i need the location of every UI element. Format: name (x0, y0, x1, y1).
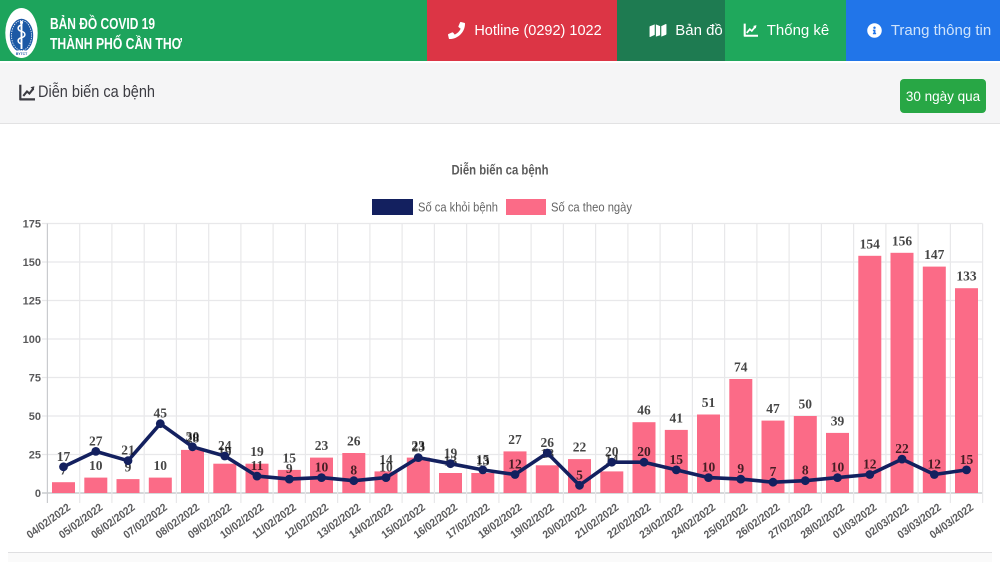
svg-text:19: 19 (444, 446, 458, 461)
svg-text:BYTCT: BYTCT (16, 52, 28, 56)
svg-text:133: 133 (956, 269, 977, 284)
svg-text:12: 12 (863, 457, 877, 472)
svg-text:10: 10 (315, 460, 329, 475)
svg-text:Diễn biến ca bệnh: Diễn biến ca bệnh (38, 82, 155, 101)
svg-text:26: 26 (347, 434, 361, 449)
svg-text:8: 8 (802, 463, 809, 478)
svg-text:10: 10 (831, 460, 845, 475)
svg-text:125: 125 (23, 296, 41, 308)
svg-text:9: 9 (737, 461, 744, 476)
svg-text:10: 10 (89, 458, 103, 473)
svg-text:75: 75 (29, 373, 41, 385)
svg-text:175: 175 (23, 219, 41, 231)
svg-text:15: 15 (283, 450, 297, 465)
svg-text:74: 74 (734, 360, 748, 375)
svg-text:27: 27 (89, 433, 103, 448)
svg-text:19: 19 (250, 444, 264, 459)
svg-text:41: 41 (670, 410, 684, 425)
svg-text:7: 7 (770, 464, 777, 479)
svg-text:5: 5 (576, 467, 583, 482)
svg-text:9: 9 (125, 460, 132, 475)
svg-text:13: 13 (476, 454, 490, 469)
svg-text:14: 14 (379, 452, 393, 467)
svg-text:147: 147 (924, 247, 945, 262)
svg-text:100: 100 (23, 334, 41, 346)
svg-text:156: 156 (892, 233, 913, 248)
svg-text:12: 12 (928, 457, 942, 472)
svg-text:THÀNH PHỐ CẦN THƠ: THÀNH PHỐ CẦN THƠ (50, 35, 183, 53)
svg-text:45: 45 (154, 406, 168, 421)
svg-text:Số ca theo ngày: Số ca theo ngày (551, 200, 632, 215)
svg-text:20: 20 (605, 444, 619, 459)
svg-text:8: 8 (350, 463, 357, 478)
svg-text:47: 47 (766, 401, 780, 416)
svg-text:9: 9 (286, 461, 293, 476)
svg-text:50: 50 (29, 411, 41, 423)
svg-text:51: 51 (702, 395, 716, 410)
svg-text:23: 23 (412, 440, 426, 455)
svg-text:22: 22 (573, 440, 587, 455)
svg-text:BẢN ĐỒ COVID 19: BẢN ĐỒ COVID 19 (50, 15, 155, 33)
svg-text:10: 10 (702, 460, 716, 475)
svg-text:25: 25 (29, 450, 41, 462)
svg-text:17: 17 (57, 449, 71, 464)
svg-text:50: 50 (799, 397, 813, 412)
svg-text:12: 12 (508, 457, 522, 472)
svg-text:154: 154 (860, 236, 881, 251)
svg-text:24: 24 (218, 438, 232, 453)
svg-text:150: 150 (23, 257, 41, 269)
svg-text:21: 21 (121, 443, 135, 458)
svg-text:20: 20 (637, 444, 651, 459)
svg-text:11: 11 (251, 458, 264, 473)
svg-text:10: 10 (379, 460, 393, 475)
svg-text:28: 28 (186, 430, 200, 445)
svg-text:23: 23 (315, 438, 329, 453)
svg-text:23: 23 (412, 438, 426, 453)
svg-text:Diễn biến ca bệnh: Diễn biến ca bệnh (452, 162, 549, 178)
svg-text:22: 22 (895, 441, 909, 456)
svg-text:15: 15 (670, 452, 684, 467)
svg-text:0: 0 (35, 488, 41, 500)
svg-text:Số ca khỏi bệnh: Số ca khỏi bệnh (418, 200, 498, 215)
svg-text:10: 10 (154, 458, 168, 473)
svg-text:46: 46 (637, 403, 651, 418)
svg-text:27: 27 (508, 432, 522, 447)
svg-text:26: 26 (541, 435, 555, 450)
svg-text:15: 15 (476, 452, 490, 467)
svg-text:30: 30 (186, 429, 200, 444)
svg-text:39: 39 (831, 413, 845, 428)
svg-text:15: 15 (960, 452, 974, 467)
